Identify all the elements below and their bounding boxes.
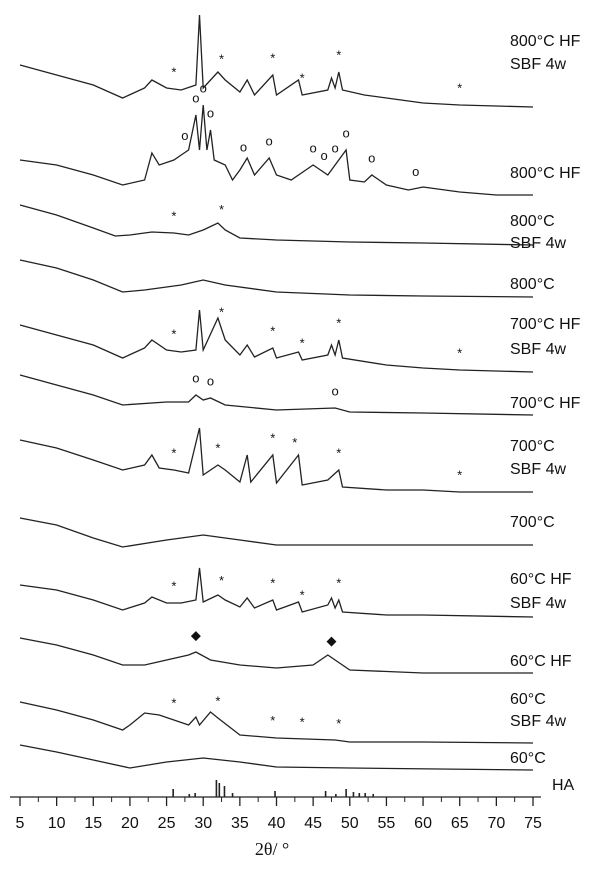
peak-marker: o	[266, 133, 273, 148]
peak-marker: *	[300, 587, 305, 602]
peak-marker: o	[207, 373, 214, 388]
x-tick-label: 10	[48, 815, 66, 832]
trace-label: 800°C	[510, 213, 555, 230]
x-tick-label: 40	[268, 815, 286, 832]
peak-marker: *	[171, 326, 176, 341]
x-tick-label: 30	[194, 815, 212, 832]
peak-marker: *	[300, 714, 305, 729]
peak-marker: *	[270, 323, 275, 338]
trace-label: 700°C	[510, 514, 555, 531]
trace-label: 800°C	[510, 276, 555, 293]
xrd-trace	[19, 567, 534, 618]
peak-marker: *	[300, 335, 305, 350]
peak-marker: *	[336, 445, 341, 460]
xrd-trace	[19, 637, 533, 674]
peak-marker: *	[336, 47, 341, 62]
peak-marker: o	[368, 150, 375, 165]
xrd-trace	[19, 744, 534, 771]
x-tick-label: 60	[414, 815, 432, 832]
peak-marker: o	[200, 80, 207, 95]
xrd-trace	[19, 701, 534, 744]
peak-marker: *	[270, 713, 275, 728]
peak-marker: *	[457, 467, 462, 482]
peak-marker: *	[336, 315, 341, 330]
xrd-trace	[19, 517, 533, 548]
peak-marker: *	[292, 435, 297, 450]
peak-marker: ◆	[326, 633, 336, 648]
peak-marker: o	[310, 140, 317, 155]
peak-marker: *	[300, 70, 305, 85]
peak-marker: o	[207, 105, 214, 120]
trace-label: 60°C	[510, 691, 546, 708]
x-tick-label: 15	[84, 815, 102, 832]
peak-marker: *	[336, 716, 341, 731]
peak-marker: *	[219, 304, 224, 319]
trace-label: 800°C HF	[510, 33, 581, 50]
peak-marker: ◆	[191, 627, 201, 642]
x-axis-title: 2θ/ °	[255, 839, 289, 859]
trace-label: SBF 4w	[510, 595, 566, 612]
peak-marker: *	[215, 440, 220, 455]
trace-label: 700°C HF	[510, 316, 581, 333]
xrd-trace	[19, 427, 533, 493]
peak-marker: o	[343, 125, 350, 140]
peak-marker: *	[171, 695, 176, 710]
trace-label: 60°C HF	[510, 653, 572, 670]
x-tick-label: 65	[451, 815, 469, 832]
trace-label: SBF 4w	[510, 713, 566, 730]
peak-marker: o	[192, 370, 199, 385]
peak-marker: o	[181, 128, 188, 143]
peak-marker: o	[321, 148, 328, 163]
trace-label: SBF 4w	[510, 461, 566, 478]
peak-marker: o	[332, 383, 339, 398]
peak-marker: *	[270, 430, 275, 445]
trace-label: SBF 4w	[510, 235, 566, 252]
peak-marker: o	[240, 139, 247, 154]
trace-label: 60°C HF	[510, 571, 572, 588]
peak-marker: *	[171, 578, 176, 593]
trace-label: 800°C HF	[510, 165, 581, 182]
trace-label: 700°C HF	[510, 395, 581, 412]
peak-marker: *	[270, 575, 275, 590]
xrd-trace	[19, 374, 534, 416]
xrd-trace	[19, 309, 534, 373]
x-tick-label: 5	[16, 815, 25, 832]
reference-label: HA	[552, 777, 575, 794]
trace-label: 60°C	[510, 750, 546, 767]
trace-label: SBF 4w	[510, 341, 566, 358]
peak-marker: *	[171, 208, 176, 223]
peak-marker: *	[219, 51, 224, 66]
xrd-trace	[19, 259, 534, 298]
trace-label: 700°C	[510, 438, 555, 455]
x-tick-label: 55	[378, 815, 396, 832]
peak-marker: *	[457, 345, 462, 360]
peak-marker: o	[332, 140, 339, 155]
x-tick-label: 50	[341, 815, 359, 832]
peak-marker: o	[412, 164, 419, 179]
x-tick-label: 35	[231, 815, 249, 832]
peak-marker: *	[215, 693, 220, 708]
peak-marker: *	[270, 50, 275, 65]
x-tick-label: 70	[487, 815, 505, 832]
x-tick-label: 25	[158, 815, 176, 832]
xrd-trace	[19, 204, 534, 246]
peak-marker: *	[219, 202, 224, 217]
peak-marker: *	[457, 80, 462, 95]
peak-marker: *	[171, 64, 176, 79]
x-tick-label: 45	[304, 815, 322, 832]
trace-label: SBF 4w	[510, 56, 566, 73]
xrd-trace	[19, 14, 534, 108]
x-tick-label: 20	[121, 815, 139, 832]
peak-marker: *	[171, 445, 176, 460]
peak-marker: o	[192, 90, 199, 105]
x-tick-label: 75	[524, 815, 542, 832]
xrd-trace	[19, 104, 533, 196]
peak-marker: *	[219, 573, 224, 588]
peak-marker: *	[336, 575, 341, 590]
